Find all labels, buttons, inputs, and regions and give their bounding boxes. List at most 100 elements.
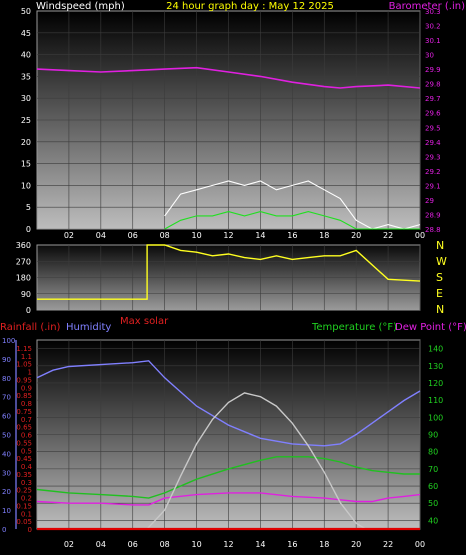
direction-tick-label: 180 bbox=[16, 274, 31, 283]
temperature-tick-label: 140 bbox=[428, 345, 443, 354]
rain-tick-label: 0.9 bbox=[21, 384, 32, 392]
direction-tick-label: 90 bbox=[21, 290, 31, 299]
wind-tick-label: 25 bbox=[21, 116, 31, 125]
compass-n-bottom: N bbox=[436, 303, 444, 316]
series-line-gust bbox=[164, 180, 421, 230]
series-line-dew-point bbox=[36, 492, 421, 506]
humidity-tick-label: 10 bbox=[2, 507, 11, 515]
barometer-tick-label: 29 bbox=[425, 197, 434, 205]
wind-x-tick-label: 14 bbox=[255, 231, 265, 240]
wind-tick-label: 35 bbox=[21, 72, 31, 81]
temperature-x-tick-label: 10 bbox=[191, 540, 201, 549]
max-solar-label: Max solar bbox=[120, 316, 169, 327]
temperature-label: Temperature (°F) bbox=[311, 322, 397, 333]
humidity-tick-label: 20 bbox=[2, 488, 11, 496]
rain-tick-label: 1 bbox=[28, 369, 32, 377]
temperature-x-tick-label: 08 bbox=[160, 540, 170, 549]
series-line-average bbox=[164, 211, 420, 230]
wind-x-tick-label: 18 bbox=[319, 231, 329, 240]
wind-x-tick-label: 12 bbox=[223, 231, 233, 240]
rain-tick-label: 0.95 bbox=[16, 376, 32, 384]
temperature-x-tick-label: 00 bbox=[415, 540, 425, 549]
wind-x-tick-label: 10 bbox=[191, 231, 201, 240]
barometer-tick-label: 29.8 bbox=[425, 81, 441, 89]
rain-tick-label: 0.1 bbox=[21, 510, 32, 518]
humidity-tick-label: 50 bbox=[2, 432, 11, 440]
wind-x-tick-label: 00 bbox=[415, 231, 425, 240]
compass-w: W bbox=[436, 255, 447, 268]
humidity-tick-label: 0 bbox=[2, 526, 6, 534]
temperature-x-tick-label: 06 bbox=[128, 540, 138, 549]
wind-tick-label: 40 bbox=[21, 51, 31, 60]
temperature-tick-label: 40 bbox=[428, 516, 438, 525]
left-axis-title: Windspeed (mph) bbox=[36, 1, 125, 12]
rain-tick-label: 0.3 bbox=[21, 479, 32, 487]
rain-tick-label: 0.75 bbox=[16, 408, 32, 416]
temperature-x-tick-label: 18 bbox=[319, 540, 329, 549]
direction-tick-label: 0 bbox=[26, 306, 31, 315]
rain-tick-label: 0.7 bbox=[21, 416, 32, 424]
barometer-tick-label: 29.3 bbox=[425, 153, 441, 161]
series-line-max-solar bbox=[146, 392, 367, 530]
series-line-humidity bbox=[36, 360, 421, 447]
temperature-tick-label: 70 bbox=[428, 465, 438, 474]
temperature-x-tick-label: 02 bbox=[64, 540, 74, 549]
direction-tick-label: 360 bbox=[16, 241, 31, 250]
barometer-tick-label: 28.9 bbox=[425, 211, 441, 219]
barometer-tick-label: 30.1 bbox=[425, 37, 441, 45]
barometer-tick-label: 29.6 bbox=[425, 110, 441, 118]
rain-tick-label: 0.8 bbox=[21, 400, 32, 408]
wind-tick-label: 5 bbox=[26, 203, 31, 212]
temperature-tick-label: 130 bbox=[428, 362, 443, 371]
compass-n-top: N bbox=[436, 239, 444, 252]
humidity-tick-label: 60 bbox=[2, 413, 11, 421]
rain-tick-label: 0.5 bbox=[21, 447, 32, 455]
wind-x-tick-label: 22 bbox=[383, 231, 393, 240]
humidity-tick-label: 30 bbox=[2, 469, 11, 477]
compass-e: E bbox=[436, 287, 443, 300]
temperature-tick-label: 60 bbox=[428, 482, 438, 491]
rain-tick-label: 0.25 bbox=[16, 487, 32, 495]
wind-x-tick-label: 16 bbox=[287, 231, 297, 240]
temperature-tick-label: 50 bbox=[428, 499, 438, 508]
humidity-tick-label: 80 bbox=[2, 375, 11, 383]
wind-x-tick-label: 02 bbox=[64, 231, 74, 240]
barometer-tick-label: 30.2 bbox=[425, 23, 441, 31]
right-axis-title: Barometer (.in) bbox=[389, 1, 465, 12]
wind-tick-label: 0 bbox=[26, 225, 31, 234]
rain-tick-label: 0.35 bbox=[16, 471, 32, 479]
wind-tick-label: 30 bbox=[21, 94, 31, 103]
wind-x-tick-label: 08 bbox=[160, 231, 170, 240]
temperature-tick-label: 80 bbox=[428, 448, 438, 457]
temperature-x-tick-label: 22 bbox=[383, 540, 393, 549]
barometer-tick-label: 29.5 bbox=[425, 124, 441, 132]
temperature-x-tick-label: 14 bbox=[255, 540, 265, 549]
wind-tick-label: 50 bbox=[21, 7, 31, 16]
barometer-tick-label: 29.2 bbox=[425, 168, 441, 176]
barometer-tick-label: 29.7 bbox=[425, 95, 441, 103]
dew-point-label: Dew Point (°F) bbox=[395, 322, 466, 333]
rain-tick-label: 0.05 bbox=[16, 518, 32, 526]
wind-x-tick-label: 04 bbox=[96, 231, 106, 240]
wind-tick-label: 45 bbox=[21, 29, 31, 38]
series-line-barometer bbox=[36, 66, 421, 89]
barometer-tick-label: 30 bbox=[425, 52, 434, 60]
direction-tick-label: 270 bbox=[16, 257, 31, 266]
barometer-tick-label: 29.4 bbox=[425, 139, 441, 147]
rain-tick-label: 0.65 bbox=[16, 424, 32, 432]
rain-tick-label: 1.1 bbox=[21, 353, 32, 361]
temperature-x-tick-label: 04 bbox=[96, 540, 106, 549]
temperature-tick-label: 100 bbox=[428, 413, 443, 422]
humidity-tick-label: 40 bbox=[2, 450, 11, 458]
rain-tick-label: 0.85 bbox=[16, 392, 32, 400]
temperature-x-tick-label: 12 bbox=[223, 540, 233, 549]
temperature-x-tick-label: 16 bbox=[287, 540, 297, 549]
rain-tick-label: 0.55 bbox=[16, 439, 32, 447]
rain-tick-label: 0.2 bbox=[21, 495, 32, 503]
series-line-wind-direction bbox=[37, 244, 421, 300]
rain-tick-label: 0.4 bbox=[21, 463, 33, 471]
rain-tick-label: 0 bbox=[28, 526, 32, 534]
temperature-x-tick-label: 20 bbox=[351, 540, 361, 549]
temperature-tick-label: 90 bbox=[428, 431, 438, 440]
